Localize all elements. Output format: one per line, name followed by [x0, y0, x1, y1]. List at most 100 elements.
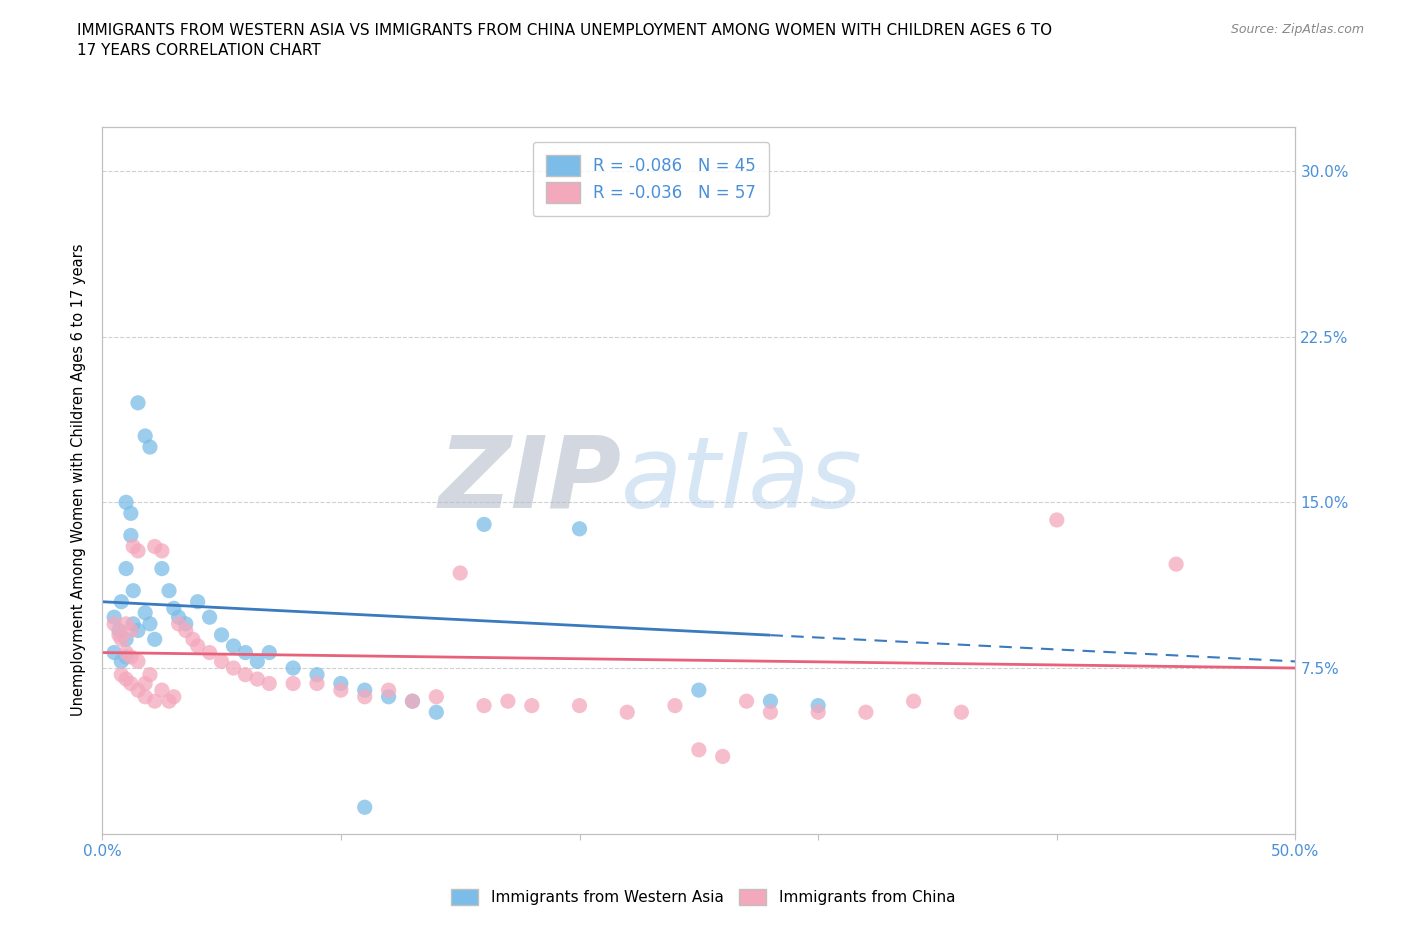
Point	[115, 617, 138, 631]
Point	[472, 517, 495, 532]
Text: Source: ZipAtlas.com: Source: ZipAtlas.com	[1230, 23, 1364, 36]
Point	[167, 617, 190, 631]
Point	[143, 631, 166, 646]
Point	[115, 631, 138, 646]
Point	[120, 649, 142, 664]
Point	[568, 522, 591, 537]
Point	[163, 689, 186, 704]
Point	[520, 698, 543, 713]
Point	[163, 601, 186, 616]
Point	[127, 654, 149, 669]
Point	[235, 667, 257, 682]
Point	[139, 617, 162, 631]
Point	[401, 694, 423, 709]
Point	[150, 561, 173, 576]
Point	[1046, 512, 1069, 527]
Point	[246, 671, 269, 686]
Point	[759, 705, 782, 720]
Point	[281, 660, 304, 675]
Point	[157, 583, 180, 598]
Point	[568, 698, 591, 713]
Point	[167, 610, 190, 625]
Point	[110, 667, 132, 682]
Point	[120, 676, 142, 691]
Point	[305, 667, 328, 682]
Point	[103, 610, 125, 625]
Point	[377, 689, 399, 704]
Point	[198, 645, 221, 660]
Point	[472, 698, 495, 713]
Point	[174, 623, 197, 638]
Point	[122, 583, 145, 598]
Point	[134, 676, 156, 691]
Point	[259, 676, 281, 691]
Y-axis label: Unemployment Among Women with Children Ages 6 to 17 years: Unemployment Among Women with Children A…	[72, 244, 86, 716]
Point	[115, 495, 138, 510]
Point	[120, 528, 142, 543]
Point	[425, 689, 447, 704]
Point	[103, 617, 125, 631]
Point	[108, 623, 131, 638]
Point	[157, 694, 180, 709]
Point	[120, 506, 142, 521]
Point	[122, 617, 145, 631]
Point	[305, 676, 328, 691]
Point	[1166, 557, 1188, 572]
Point	[688, 742, 710, 757]
Point	[103, 645, 125, 660]
Point	[115, 649, 138, 664]
Point	[139, 667, 162, 682]
Point	[353, 800, 375, 815]
Point	[134, 689, 156, 704]
Point	[855, 705, 877, 720]
Point	[711, 749, 734, 764]
Point	[377, 683, 399, 698]
Point	[903, 694, 925, 709]
Point	[150, 683, 173, 698]
Point	[735, 694, 758, 709]
Text: ZIP: ZIP	[439, 432, 621, 528]
Point	[174, 617, 197, 631]
Point	[259, 645, 281, 660]
Point	[143, 694, 166, 709]
Text: IMMIGRANTS FROM WESTERN ASIA VS IMMIGRANTS FROM CHINA UNEMPLOYMENT AMONG WOMEN W: IMMIGRANTS FROM WESTERN ASIA VS IMMIGRAN…	[77, 23, 1053, 58]
Point	[134, 429, 156, 444]
Point	[759, 694, 782, 709]
Point	[807, 698, 830, 713]
Point	[127, 395, 149, 410]
Point	[187, 639, 209, 654]
Point	[807, 705, 830, 720]
Point	[401, 694, 423, 709]
Point	[688, 683, 710, 698]
Point	[211, 628, 233, 643]
Point	[110, 631, 132, 646]
Point	[108, 628, 131, 643]
Point	[222, 639, 245, 654]
Point	[139, 440, 162, 455]
Point	[181, 631, 204, 646]
Point	[143, 539, 166, 554]
Point	[449, 565, 471, 580]
Point	[211, 654, 233, 669]
Point	[496, 694, 519, 709]
Legend: R = -0.086   N = 45, R = -0.036   N = 57: R = -0.086 N = 45, R = -0.036 N = 57	[533, 142, 769, 216]
Point	[329, 683, 352, 698]
Point	[115, 671, 138, 686]
Point	[353, 683, 375, 698]
Text: atlàs: atlàs	[621, 432, 863, 528]
Point	[115, 645, 138, 660]
Point	[329, 676, 352, 691]
Point	[110, 654, 132, 669]
Point	[122, 539, 145, 554]
Point	[127, 683, 149, 698]
Point	[110, 594, 132, 609]
Point	[616, 705, 638, 720]
Point	[235, 645, 257, 660]
Point	[281, 676, 304, 691]
Point	[222, 660, 245, 675]
Point	[134, 605, 156, 620]
Point	[425, 705, 447, 720]
Point	[150, 543, 173, 558]
Point	[120, 623, 142, 638]
Point	[664, 698, 686, 713]
